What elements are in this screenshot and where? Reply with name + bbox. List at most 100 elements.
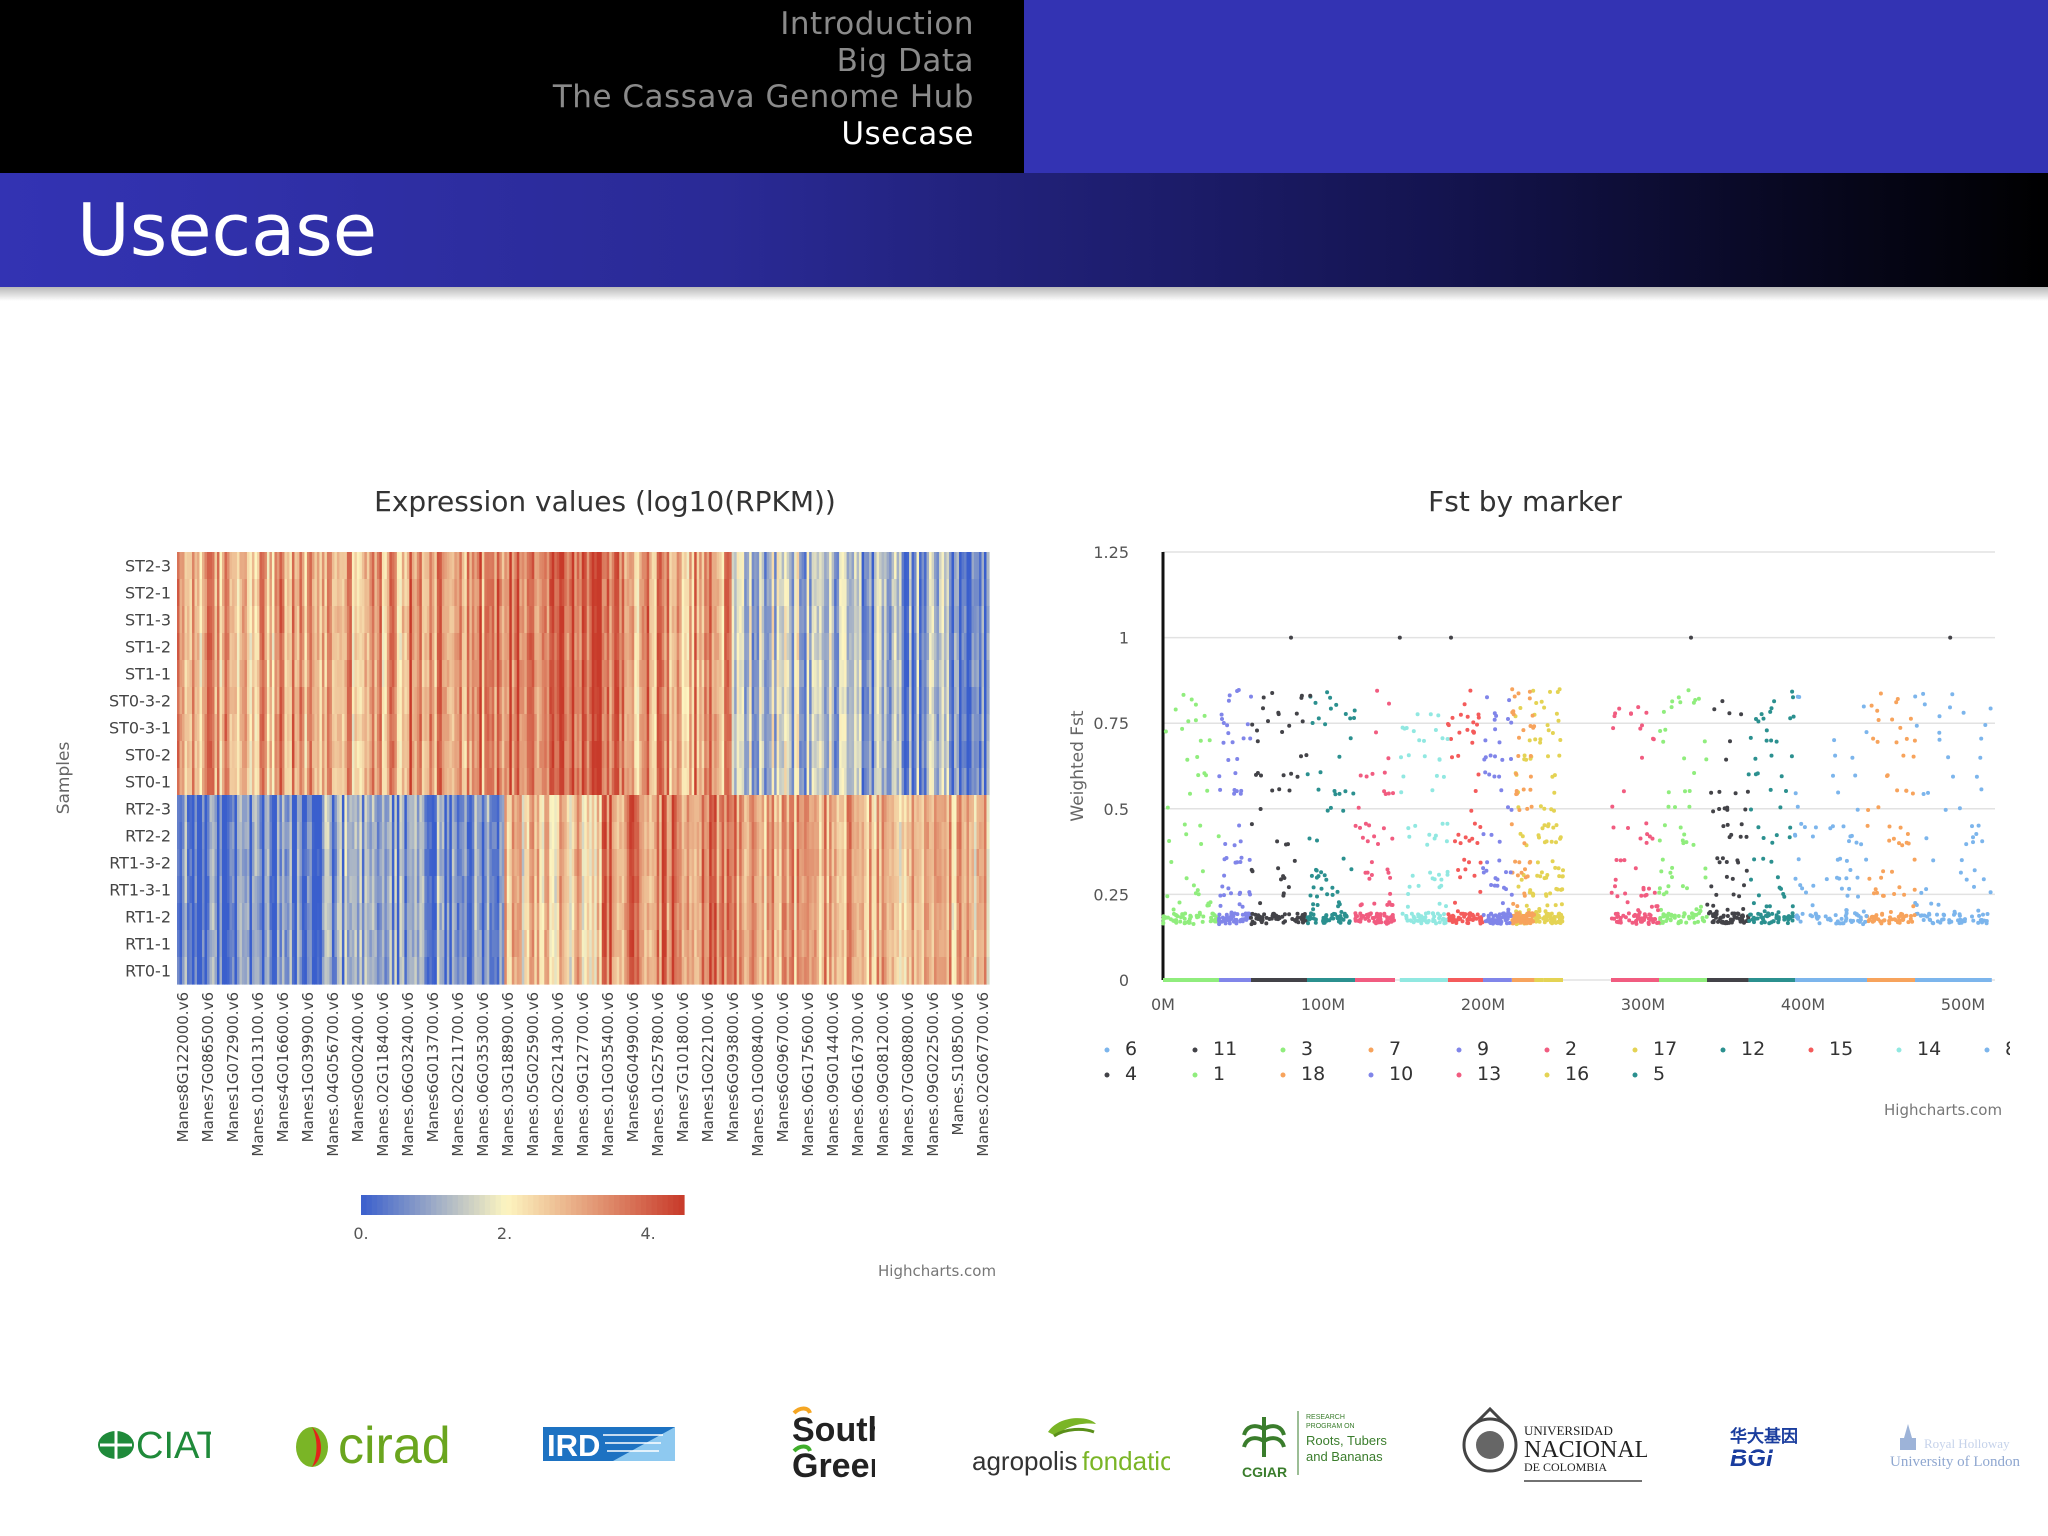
heatmap-cell (531, 795, 535, 823)
nav-item-big-data[interactable]: Big Data (836, 42, 974, 79)
heatmap-cell (471, 795, 475, 823)
heatmap-cell (864, 849, 868, 877)
heatmap-cell (396, 822, 400, 850)
heatmap-cell (481, 930, 485, 958)
heatmap-cell (974, 687, 978, 715)
heatmap-cell (401, 876, 405, 904)
heatmap-cell (856, 903, 860, 931)
heatmap-cell (594, 714, 598, 742)
heatmap-cell (529, 795, 533, 823)
heatmap-cell (909, 876, 913, 904)
heatmap-cell (966, 822, 970, 850)
heatmap-cell (724, 903, 728, 931)
heatmap-cell (816, 579, 820, 607)
heatmap-cell (324, 741, 328, 769)
heatmap-cell (704, 822, 708, 850)
heatmap-cell (366, 606, 370, 634)
heatmap-cell (451, 714, 455, 742)
heatmap-cell (889, 930, 893, 958)
heatmap-cell (229, 768, 233, 796)
nav-item-cassava-genome-hub[interactable]: The Cassava Genome Hub (552, 79, 974, 115)
heatmap-cell (666, 849, 670, 877)
heatmap-cell (376, 660, 380, 688)
heatmap-cell (984, 552, 988, 580)
heatmap-cell (669, 687, 673, 715)
heatmap-cell (429, 930, 433, 958)
heatmap-cell (594, 930, 598, 958)
heatmap-cell (871, 903, 875, 931)
heatmap-cell (209, 687, 213, 715)
heatmap-cell (804, 552, 808, 580)
heatmap-cell (784, 903, 788, 931)
heatmap-cell (941, 849, 945, 877)
heatmap-cell (936, 849, 940, 877)
heatmap-cell (189, 876, 193, 904)
heatmap-cell (189, 768, 193, 796)
heatmap-cell (276, 903, 281, 931)
heatmap-cell (716, 768, 720, 796)
heatmap-cell (439, 660, 443, 688)
nav-item-usecase[interactable]: Usecase (841, 115, 974, 152)
heatmap-cell (514, 822, 518, 850)
heatmap-cell (661, 687, 665, 715)
heatmap-cell (519, 903, 523, 931)
heatmap-cell (521, 876, 525, 904)
heatmap-cell (274, 687, 278, 715)
heatmap-cell (281, 957, 286, 985)
heatmap-cell (636, 876, 640, 904)
heatmap-cell (651, 822, 655, 850)
heatmap-cell (521, 633, 525, 661)
heatmap-cell (501, 606, 505, 634)
heatmap-cell (659, 876, 663, 904)
heatmap-cell (239, 714, 243, 742)
heatmap-cell (971, 660, 975, 688)
heatmap-cell (344, 930, 348, 958)
heatmap-cell (386, 552, 390, 580)
heatmap-cell (794, 795, 798, 823)
heatmap-cell (526, 714, 530, 742)
heatmap-cell (424, 687, 428, 715)
heatmap-cell (211, 714, 216, 742)
heatmap-cell (891, 930, 895, 958)
heatmap-cell (929, 579, 933, 607)
heatmap-cell (919, 714, 923, 742)
heatmap-cell (639, 876, 643, 904)
heatmap-cell (326, 849, 331, 877)
heatmap-cell (716, 741, 720, 769)
heatmap-cell (646, 687, 650, 715)
heatmap-cell (729, 876, 733, 904)
heatmap-cell (899, 876, 903, 904)
heatmap-cell (431, 957, 435, 985)
heatmap-cell (876, 930, 880, 958)
heatmap-cell (839, 714, 843, 742)
heatmap-cell (941, 768, 945, 796)
heatmap-cell (301, 606, 306, 634)
heatmap-cell (416, 633, 420, 661)
heatmap-cell (869, 579, 873, 607)
heatmap-cell (526, 822, 530, 850)
heatmap-cell (344, 822, 348, 850)
heatmap-cell (214, 687, 218, 715)
heatmap-cell (699, 876, 703, 904)
heatmap-cell (529, 579, 533, 607)
heatmap-cell (296, 633, 301, 661)
heatmap-cell (504, 714, 508, 742)
heatmap-cell (551, 633, 555, 661)
heatmap-cell (934, 606, 938, 634)
heatmap-cell (419, 552, 423, 580)
heatmap-cell (349, 795, 353, 823)
heatmap-cell (609, 849, 613, 877)
heatmap-cell (571, 741, 575, 769)
heatmap-cell (844, 714, 848, 742)
heatmap-cell (536, 768, 540, 796)
heatmap-cell (276, 795, 281, 823)
heatmap-cell (334, 930, 338, 958)
heatmap-cell (941, 741, 945, 769)
heatmap-cell (514, 741, 518, 769)
nav-item-introduction[interactable]: Introduction (780, 6, 974, 42)
heatmap-cell (684, 768, 688, 796)
heatmap-cell (194, 660, 198, 688)
heatmap-cell (951, 714, 955, 742)
heatmap-cell (631, 849, 635, 877)
heatmap-cell (569, 714, 573, 742)
